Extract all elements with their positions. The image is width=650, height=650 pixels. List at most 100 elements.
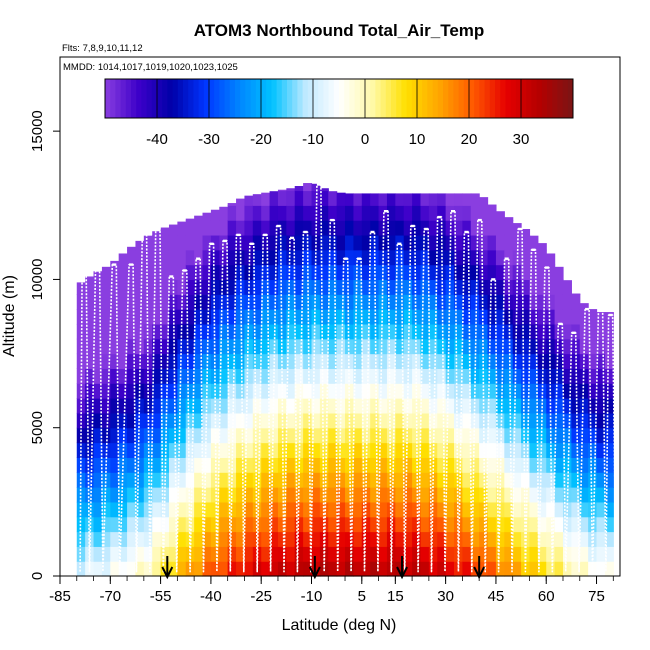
heatmap-cell	[110, 338, 120, 355]
heatmap-cell	[386, 193, 396, 206]
heatmap-cell	[420, 546, 430, 562]
colorbar: -40 -30 -20 -10 0 10 20 30	[104, 78, 574, 148]
heatmap-cell	[445, 294, 455, 310]
heatmap-cell	[244, 353, 254, 369]
heatmap-cell	[252, 294, 262, 310]
heatmap-cell	[571, 383, 581, 399]
heatmap-cell	[303, 516, 313, 533]
heatmap-cell	[303, 368, 313, 384]
heatmap-cell	[328, 264, 338, 281]
heatmap-cell	[236, 427, 246, 444]
colorbar-swatch	[448, 79, 454, 118]
colorbar-swatch	[125, 79, 132, 118]
arrow-head	[396, 566, 408, 580]
heatmap-cell	[236, 205, 246, 221]
y-axis-label: Altitude (m)	[1, 275, 18, 357]
heatmap-cell	[529, 412, 539, 429]
heatmap-cell	[546, 309, 556, 325]
heatmap-cell	[93, 472, 103, 488]
heatmap-cell	[554, 531, 564, 547]
heatmap-cell	[152, 368, 162, 384]
heatmap-cell	[227, 561, 237, 577]
heatmap-cell	[101, 398, 111, 414]
heatmap-cell	[110, 383, 120, 399]
heatmap-cell	[437, 323, 447, 340]
heatmap-cell	[345, 279, 355, 295]
heatmap-cell	[403, 234, 413, 251]
heatmap-cell	[370, 561, 380, 577]
heatmap-cell	[386, 264, 396, 281]
heatmap-cell	[143, 487, 153, 503]
colorbar-tick-label: 0	[361, 131, 369, 148]
heatmap-cell	[353, 249, 363, 266]
heatmap-cell	[604, 546, 614, 562]
heatmap-cell	[495, 516, 505, 533]
colorbar-tick-label: -40	[146, 131, 168, 148]
colorbar-swatch	[318, 79, 324, 118]
heatmap-cell	[328, 191, 338, 206]
heatmap-cell	[236, 249, 246, 266]
heatmap-cell	[479, 309, 489, 325]
heatmap-cell	[579, 561, 589, 577]
heatmap-cell	[554, 279, 564, 295]
colorbar-swatch	[541, 79, 548, 118]
heatmap-cell	[244, 487, 254, 503]
heatmap-cell	[135, 487, 145, 503]
heatmap-cell	[168, 234, 178, 251]
heatmap-cell	[521, 487, 531, 503]
heatmap-cell	[177, 531, 187, 547]
heatmap-cell	[403, 427, 413, 444]
colorbar-swatch	[141, 79, 148, 118]
colorbar-swatch	[328, 79, 335, 118]
heatmap-cell	[261, 531, 271, 547]
heatmap-cell	[303, 398, 313, 414]
heatmap-cell	[462, 264, 472, 281]
heatmap-cell	[470, 531, 480, 547]
heatmap-cell	[152, 501, 162, 518]
heatmap-cell	[495, 338, 505, 355]
heatmap-cell	[269, 427, 279, 444]
heatmap-cell	[512, 442, 522, 458]
heatmap-cell	[504, 412, 514, 429]
heatmap-cell	[168, 368, 178, 384]
heatmap-cell	[303, 561, 313, 577]
heatmap-cell	[437, 457, 447, 473]
heatmap-cell	[210, 427, 220, 444]
heatmap-cell	[604, 383, 614, 399]
heatmap-cell	[454, 264, 463, 281]
heatmap-cell	[512, 457, 522, 473]
heatmap-cell	[403, 516, 413, 533]
heatmap-cell	[345, 516, 355, 533]
heatmap-cell	[554, 487, 564, 503]
heatmap-cell	[571, 472, 581, 488]
heatmap-cell	[562, 323, 572, 340]
heatmap-cell	[93, 531, 103, 547]
heatmap-cell	[143, 516, 153, 533]
heatmap-cell	[487, 205, 497, 221]
heatmap-cell	[487, 309, 497, 325]
heatmap-cell	[244, 516, 254, 533]
dates-note: MMDD: 1014,1017,1019,1020,1023,1025	[63, 62, 238, 73]
heatmap-cell	[554, 266, 564, 281]
heatmap-cell	[194, 368, 204, 384]
heatmap-cell	[202, 309, 212, 325]
heatmap-cell	[236, 353, 246, 369]
heatmap-cell	[487, 561, 497, 577]
heatmap-cell	[110, 294, 120, 310]
heatmap-cell	[160, 561, 170, 577]
heatmap-cell	[168, 546, 178, 562]
heatmap-cell	[261, 220, 271, 236]
colorbar-swatch	[552, 79, 558, 118]
heatmap-cell	[236, 198, 246, 206]
colorbar-swatch	[302, 79, 309, 118]
heatmap-cell	[336, 472, 346, 488]
heatmap-cell	[294, 186, 304, 192]
heatmap-cell	[487, 442, 497, 458]
heatmap-cell	[345, 309, 355, 325]
heatmap-cell	[512, 531, 522, 547]
heatmap-cell	[462, 234, 472, 251]
heatmap-cell	[487, 412, 497, 429]
heatmap-cell	[210, 561, 220, 577]
heatmap-cell	[495, 383, 505, 399]
heatmap-cell	[487, 531, 497, 547]
